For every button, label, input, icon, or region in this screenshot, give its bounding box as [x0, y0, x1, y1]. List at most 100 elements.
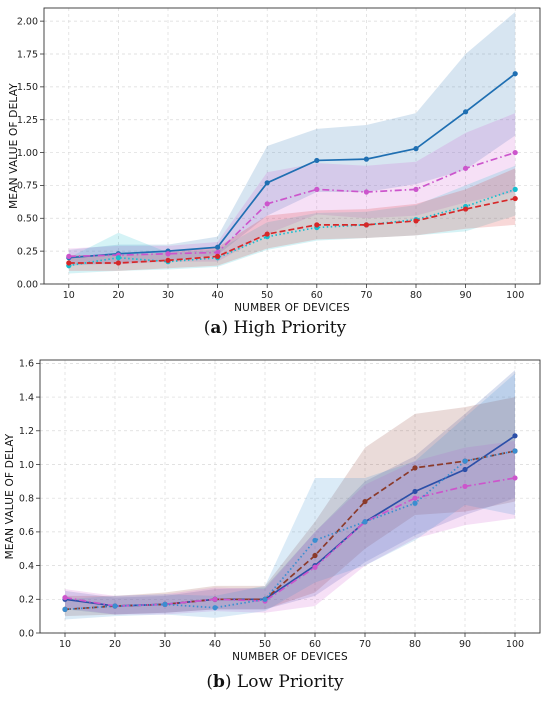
y-tick-label-0.6: 0.6: [19, 527, 34, 538]
series-4-point-40: [212, 605, 218, 611]
series-4-point-10: [62, 606, 68, 613]
x-axis-label: NUMBER OF DEVICES: [234, 302, 350, 314]
series-3-point-100: [512, 186, 518, 192]
chart-panel-high-priority: 10 20 30 40 50 60 70 80 90 100 0.00 0.25 0.50 0.75 1.0…: [0, 0, 550, 340]
series-3-point-60: [312, 564, 318, 570]
x-tick-label-50: 50: [259, 639, 271, 650]
series-2-point-100: [512, 149, 518, 156]
x-tick-label-90: 90: [460, 290, 472, 301]
series-1-point-100: [512, 71, 518, 77]
caption-high-priority: (a) High Priority: [203, 318, 347, 338]
y-tick-label-0.75: 0.75: [17, 181, 38, 192]
series-1-point-70: [363, 156, 369, 162]
series-1-point-40: [215, 244, 221, 250]
series-3-confidence-band: [68, 165, 516, 274]
y-tick-label-0.50: 0.50: [17, 214, 38, 225]
chart-panel-low-priority: 10 20 30 40 50 60 70 80 90 100 0.0 0.2 0.4 0.6 0.8 1.0 1…: [0, 350, 550, 704]
plot-frame: [43, 7, 541, 285]
x-tick-label-40: 40: [212, 290, 224, 301]
y-tick-label-1.50: 1.50: [17, 82, 38, 93]
series-3-line: [68, 188, 516, 267]
grid-lines: [44, 8, 540, 285]
x-axis-label: NUMBER OF DEVICES: [232, 651, 348, 663]
x-tick-label-100: 100: [506, 290, 524, 301]
y-tick-label-0.00: 0.00: [17, 279, 38, 290]
series-2-point-80: [413, 186, 419, 192]
series-4-point-100: [512, 448, 518, 454]
y-tick-label-1.75: 1.75: [17, 49, 38, 60]
series-2-point-60: [312, 552, 318, 559]
series-3-point-80: [412, 495, 418, 501]
y-tick-label-1.6: 1.6: [19, 359, 34, 370]
caption-text: High Priority: [233, 318, 347, 338]
x-tick-label-40: 40: [209, 639, 221, 650]
series-3-point-40: [212, 596, 218, 602]
x-tick-label-30: 30: [162, 290, 174, 301]
series-4-point-30: [162, 601, 168, 607]
x-tick-label-100: 100: [506, 639, 524, 650]
series-4-point-70: [363, 222, 369, 228]
series-4-point-30: [165, 257, 171, 263]
x-tick-label-90: 90: [459, 639, 471, 650]
x-tick-label-60: 60: [311, 290, 323, 301]
series-2-confidence-band: [68, 113, 516, 265]
series-4-point-40: [215, 253, 221, 259]
series-3-point-20: [115, 255, 121, 261]
plot-frame: [39, 359, 541, 634]
y-tick-label-0.0: 0.0: [19, 628, 34, 639]
series-4-point-50: [262, 596, 268, 602]
series-4-point-80: [412, 500, 418, 506]
x-tick-label-80: 80: [409, 639, 421, 650]
x-tick-label-20: 20: [112, 290, 124, 301]
series-1-confidence-band: [68, 11, 516, 266]
series-4-point-90: [463, 206, 469, 212]
series-1-point-100: [512, 433, 518, 439]
y-tick-label-1.4: 1.4: [19, 392, 34, 403]
chart-low-priority: 10 20 30 40 50 60 70 80 90 100 0.0 0.2 0.4 0.6 0.8 1.0 1…: [4, 359, 541, 663]
y-axis-label: MEAN VALUE OF DELAY: [4, 433, 16, 559]
series-2-point-90: [463, 165, 469, 171]
series-4-point-90: [462, 458, 468, 464]
y-tick-label-1.0: 1.0: [19, 460, 34, 471]
x-tick-label-50: 50: [261, 290, 273, 301]
series-2-point-70: [362, 498, 368, 505]
x-tick-label-70: 70: [360, 290, 372, 301]
series-1-point-60: [314, 157, 320, 164]
series-2-confidence-band: [65, 397, 515, 617]
caption-low-priority: (b) Low Priority: [206, 672, 344, 692]
series-3-confidence-band: [65, 440, 515, 615]
series-2-point-50: [264, 201, 270, 207]
x-tick-label-10: 10: [63, 290, 75, 301]
y-tick-label-1.2: 1.2: [19, 426, 34, 437]
y-tick-label-0.25: 0.25: [17, 246, 38, 257]
series-1-point-50: [264, 180, 270, 186]
series-3-line: [64, 477, 516, 607]
series-1-confidence-band: [65, 370, 515, 615]
series-1-line: [68, 73, 516, 259]
series-3-point-90: [462, 483, 468, 489]
chart-high-priority: 10 20 30 40 50 60 70 80 90 100 0.00 0.25 0.50 0.75 1.0…: [8, 7, 541, 314]
series-4-point-50: [264, 231, 270, 237]
series-4-point-60: [314, 222, 320, 228]
series-2-point-30: [165, 251, 171, 257]
series-4-point-70: [362, 519, 368, 525]
x-tick-label-10: 10: [59, 639, 71, 650]
y-tick-label-0.8: 0.8: [19, 493, 34, 504]
series-4-point-60: [312, 537, 318, 543]
series-1-point-80: [412, 488, 418, 495]
x-tick-label-30: 30: [159, 639, 171, 650]
caption-letter: b: [212, 672, 225, 692]
y-axis-label: MEAN VALUE OF DELAY: [8, 83, 20, 209]
y-tick-label-1.00: 1.00: [17, 148, 38, 159]
series-1-point-90: [462, 466, 468, 473]
series-2-point-70: [363, 189, 369, 195]
series-1-point-80: [413, 146, 419, 152]
y-tick-label-0.2: 0.2: [19, 595, 34, 606]
series-2-point-80: [412, 465, 418, 471]
series-4-point-20: [115, 260, 121, 266]
series-2-point-40: [215, 249, 221, 256]
series-4-point-80: [413, 218, 419, 224]
series-4-confidence-band: [68, 168, 516, 271]
series-4-line: [68, 197, 516, 264]
x-tick-label-60: 60: [309, 639, 321, 650]
